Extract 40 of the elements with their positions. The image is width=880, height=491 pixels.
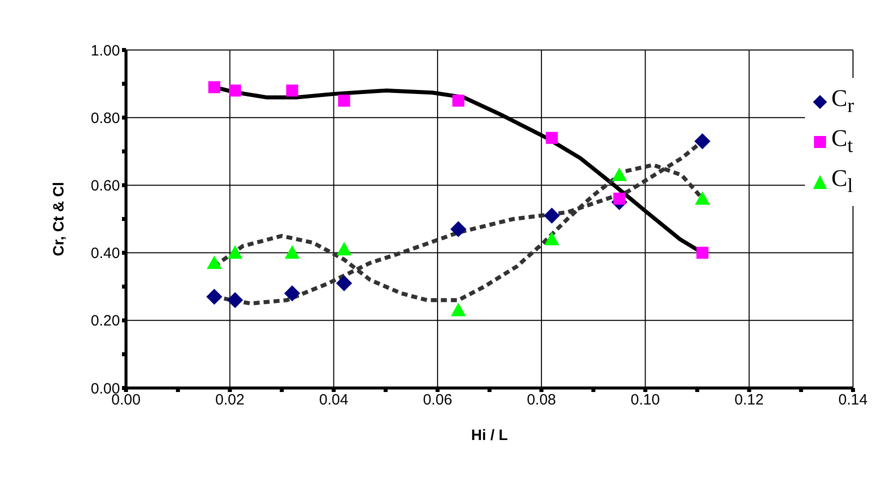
point	[206, 255, 222, 269]
x-tick-label: 0.06	[422, 392, 452, 409]
x-axis-title: Hi / L	[471, 427, 508, 444]
point	[284, 245, 300, 259]
point	[229, 84, 242, 97]
y-tick-label: 0.20	[90, 312, 120, 330]
point	[284, 285, 300, 302]
point	[694, 133, 710, 150]
point	[338, 94, 350, 107]
legend-label: C$_{l}$	[831, 166, 853, 198]
point	[336, 242, 352, 256]
y-tick-label: 0.40	[90, 245, 120, 262]
point	[286, 84, 298, 97]
legend-label: C$_{t}$	[831, 126, 853, 158]
y-tick-label: 1.00	[90, 42, 120, 60]
point	[208, 81, 220, 94]
y-tick-label: 0.80	[90, 110, 120, 127]
point	[613, 192, 626, 205]
point	[696, 246, 708, 259]
x-tick-label: 0.10	[630, 392, 660, 409]
y-axis-title: Cr, Ct & Cl	[50, 182, 68, 256]
x-tick-label: 0.04	[319, 392, 348, 409]
point	[450, 221, 466, 238]
point	[227, 292, 244, 308]
point	[544, 232, 560, 246]
point	[452, 94, 464, 107]
point	[450, 302, 466, 316]
legend-label: C$_{r}$	[831, 86, 854, 118]
point	[336, 275, 352, 292]
point	[546, 132, 558, 144]
x-tick-label: 0.12	[734, 392, 764, 409]
point	[612, 168, 627, 182]
x-tick-label: 0.14	[838, 392, 868, 409]
point	[544, 208, 560, 224]
x-tick-label: 0.08	[526, 392, 556, 409]
point	[694, 191, 710, 205]
point	[206, 288, 222, 305]
y-tick-label: 0.60	[90, 178, 120, 195]
x-tick-label: 0.02	[215, 392, 244, 409]
point	[228, 245, 243, 259]
